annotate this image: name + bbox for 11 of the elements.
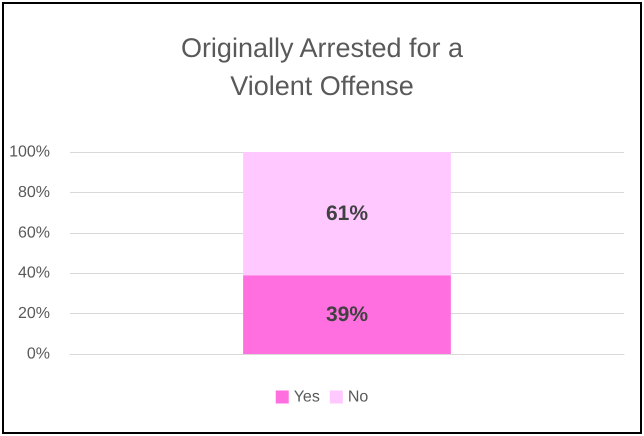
y-tick-label: 20%	[18, 305, 50, 322]
data-label: 61%	[326, 202, 368, 226]
legend-label: Yes	[294, 388, 320, 406]
y-tick-label: 0%	[26, 346, 50, 362]
data-label: 39%	[326, 303, 368, 326]
y-tick-label: 40%	[18, 264, 50, 282]
legend-label: No	[348, 388, 368, 406]
chart-title: Originally Arrested for a Violent Offense	[180, 33, 464, 101]
y-tick-label: 100%	[9, 144, 50, 160]
y-tick-label: 80%	[18, 184, 50, 201]
y-tick-label: 60%	[18, 224, 50, 242]
